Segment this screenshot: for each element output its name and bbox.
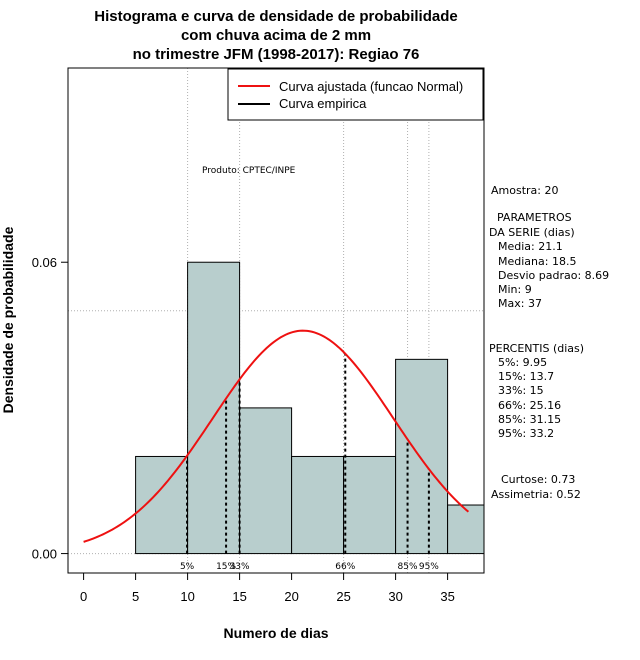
x-tick-label-6: 30: [388, 589, 402, 604]
x-tick-label-2: 10: [180, 589, 194, 604]
x-tick-label-1: 5: [132, 589, 139, 604]
chart-title-line-2: com chuva acima de 2 mm: [181, 27, 371, 44]
percentile-label-0: 5%: [180, 562, 195, 572]
y-axis-title: Densidade de probabilidade: [0, 226, 16, 413]
percentil-85: 85%: 31.15: [498, 413, 561, 426]
param-media: Media: 21.1: [498, 240, 563, 253]
y-tick-label-1: 0.06: [32, 255, 57, 270]
percentile-layer: 5% 15%33% 66% 85% 95%: [180, 353, 439, 572]
percentil-66: 66%: 25.16: [498, 399, 561, 412]
legend: Curva ajustada (funcao Normal) Curva emp…: [227, 68, 484, 121]
x-tick-label-7: 35: [440, 589, 454, 604]
x-tick-label-3: 15: [232, 589, 246, 604]
param-max: Max: 37: [498, 297, 542, 310]
param-min: Min: 9: [498, 283, 532, 296]
curve-layer: [83, 329, 470, 543]
chart-title-line-1: Histograma e curva de densidade de proba…: [94, 8, 457, 25]
x-tick-label-5: 25: [336, 589, 350, 604]
x-tick-label-0: 0: [80, 589, 87, 604]
y-tick-label-0: 0.00: [32, 547, 57, 562]
x-tick-label-4: 20: [284, 589, 298, 604]
chart-title-line-3: no trimestre JFM (1998-2017): Regiao 76: [133, 46, 420, 63]
histogram-bar-0: [135, 455, 189, 555]
plot-frame: [67, 67, 485, 574]
percentile-label-5: 95%: [419, 562, 439, 572]
histogram-bar-4: [343, 455, 397, 555]
percentis-title: PERCENTIS (dias): [489, 342, 584, 355]
histogram-bar-2: [239, 407, 293, 555]
histogram-bar-1: [187, 261, 241, 555]
histogram-bar-6: [447, 504, 485, 555]
product-annotation: Produto: CPTEC/INPE: [202, 166, 296, 176]
params-title-1: PARAMETROS: [497, 211, 572, 224]
percentil-5: 5%: 9.95: [498, 356, 547, 369]
percentil-33: 33%: 15: [498, 384, 544, 397]
bars-layer: [135, 261, 485, 555]
x-axis-title: Numero de dias: [223, 625, 328, 641]
side-panel: Amostra: 20 PARAMETROS DA SERIE (dias) M…: [489, 184, 609, 501]
assimetria: Assimetria: 0.52: [491, 488, 581, 501]
histogram-bar-3: [291, 455, 345, 555]
legend-box: [227, 68, 484, 121]
legend-label-empirical: Curva empirica: [279, 96, 367, 111]
sample-size: Amostra: 20: [491, 184, 558, 197]
legend-label-fit: Curva ajustada (funcao Normal): [279, 79, 463, 94]
percentile-label-2: 33%: [230, 562, 250, 572]
percentil-15: 15%: 13.7: [498, 370, 554, 383]
param-desvio: Desvio padrao: 8.69: [498, 269, 609, 282]
normal-fit-curve: [83, 329, 470, 543]
percentile-label-3: 66%: [335, 562, 355, 572]
percentile-label-1: 15%: [216, 562, 236, 572]
percentil-95: 95%: 33.2: [498, 427, 554, 440]
percentile-label-4: 85%: [398, 562, 418, 572]
params-title-2: DA SERIE (dias): [489, 226, 575, 239]
curtose: Curtose: 0.73: [501, 473, 575, 486]
param-mediana: Mediana: 18.5: [498, 255, 576, 268]
histogram-bar-5: [395, 358, 449, 555]
